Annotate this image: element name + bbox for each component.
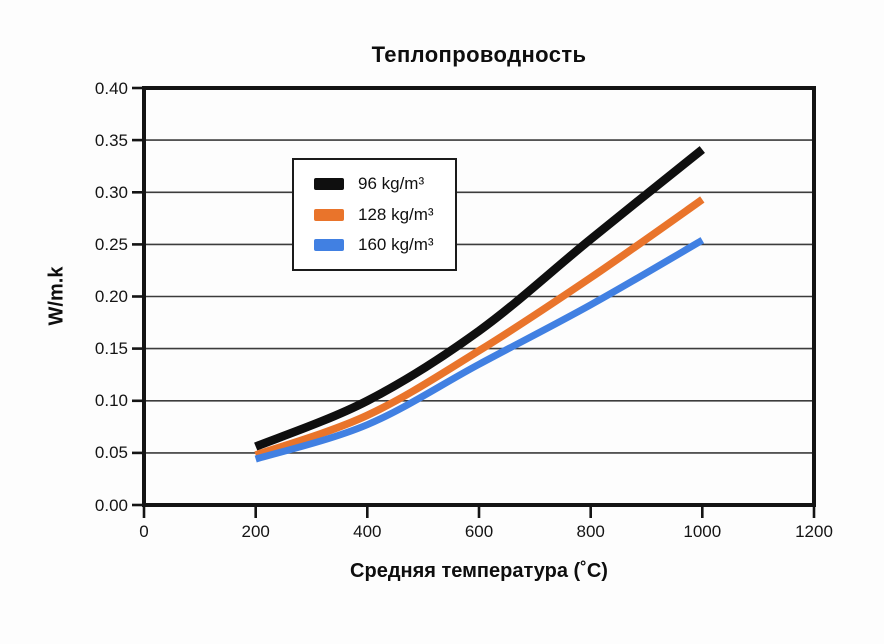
series-line-2 (254, 196, 705, 459)
y-tick-label: 0.05 (94, 443, 128, 463)
y-tick-label: 0.25 (94, 234, 128, 254)
legend-label: 96 kg/m³ (358, 173, 425, 193)
legend-item: 128 kg/m³ (294, 205, 455, 225)
y-tick-label: 0.30 (94, 182, 128, 202)
x-tick-label: 0 (139, 522, 149, 541)
legend-item: 160 kg/m³ (294, 235, 455, 255)
legend-swatch (314, 239, 344, 252)
legend-swatch (314, 208, 344, 221)
legend-item: 96 kg/m³ (294, 174, 455, 194)
y-tick-label: 0.35 (94, 130, 128, 150)
legend-label: 160 kg/m³ (358, 235, 434, 255)
y-tick-label: 0.15 (94, 339, 128, 359)
chart-title: Теплопроводность (371, 42, 587, 67)
legend-label: 128 kg/m³ (358, 204, 434, 224)
series-line-1 (254, 146, 705, 451)
legend: 96 kg/m³ 128 kg/m³ 160 kg/m³ (292, 158, 457, 271)
y-tick-label: 0.40 (94, 78, 128, 98)
y-tick-label: 0.00 (94, 495, 128, 515)
x-tick-label: 800 (576, 522, 605, 541)
y-tick-label: 0.20 (94, 287, 128, 306)
x-tick-label: 600 (464, 522, 494, 541)
plot-border (142, 86, 816, 507)
y-tick-label: 0.10 (94, 391, 128, 411)
x-tick-label: 1000 (683, 522, 722, 541)
series-line-3 (254, 237, 705, 463)
y-axis-title: W/m.k (45, 266, 68, 326)
x-tick-label: 1200 (795, 522, 833, 541)
x-axis-title: Средняя температура (˚C) (350, 560, 608, 582)
legend-swatch (314, 177, 344, 190)
x-tick-label: 400 (353, 522, 382, 541)
x-tick-label: 200 (241, 522, 270, 541)
